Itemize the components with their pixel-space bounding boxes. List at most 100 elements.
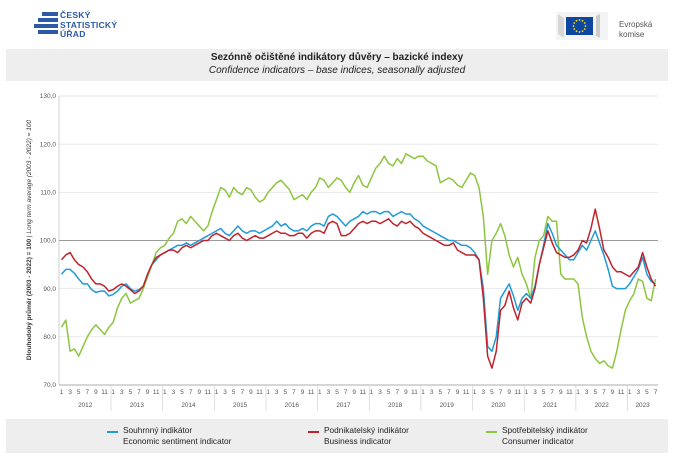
y-axis-title: Dlouhodobý průměr (2003 - 2022) = 100 | …	[25, 120, 33, 361]
x-tick-label: 9	[559, 389, 563, 396]
x-tick-label: 7	[654, 389, 658, 396]
x-tick-label: 9	[94, 389, 98, 396]
x-tick-label: 7	[344, 389, 348, 396]
czso-logo-icon	[34, 12, 58, 34]
x-tick-label: 5	[77, 389, 81, 396]
x-tick-label: 11	[514, 389, 521, 396]
x-tick-label: 3	[120, 389, 124, 396]
x-tick-label: 3	[533, 389, 537, 396]
x-tick-label: 9	[146, 389, 150, 396]
x-tick-label: 11	[256, 389, 263, 396]
legend-item-business: Podnikatelský indikátor Business indicat…	[324, 425, 409, 447]
x-tick-label: 7	[395, 389, 399, 396]
csu-logo-line-3: ÚŘAD	[60, 29, 86, 40]
x-tick-label: 3	[430, 389, 434, 396]
legend-swatch-consumer	[486, 431, 497, 433]
eu-flag-icon	[556, 12, 608, 40]
header: ČESKÝ STATISTICKÝ ÚŘAD Evropská komise	[0, 0, 674, 46]
eu-star-icon	[575, 19, 578, 22]
x-tick-label: 7	[602, 389, 606, 396]
legend-label-business-en: Business indicator	[324, 436, 392, 446]
legend-label-economic: Souhrnný indikátor	[123, 425, 193, 435]
x-tick-label: 9	[301, 389, 305, 396]
x-tick-label: 5	[490, 389, 494, 396]
legend-item-economic: Souhrnný indikátor Economic sentiment in…	[123, 425, 231, 447]
legend-label-business: Podnikatelský indikátor	[324, 425, 409, 435]
y-tick-label: 110,0	[40, 190, 56, 197]
x-tick-label: 7	[137, 389, 141, 396]
x-tick-label: 3	[172, 389, 176, 396]
eu-star-icon	[583, 28, 586, 30]
eu-star-icon	[581, 30, 584, 33]
legend-label-consumer-en: Consumer indicator	[502, 436, 574, 446]
eu-star-icon	[583, 22, 586, 24]
y-tick-label: 90,0	[43, 286, 56, 293]
line-chart: Dlouhodobý průměr (2003 - 2022) = 100 | …	[25, 93, 658, 411]
x-year-label: 2017	[336, 402, 351, 409]
x-year-label: 2021	[543, 402, 558, 409]
eu-text-line-2: komise	[619, 30, 645, 39]
y-tick-label: 130,0	[40, 93, 57, 100]
x-tick-label: 1	[473, 389, 477, 396]
x-tick-label: 3	[585, 389, 589, 396]
legend-swatch-business	[308, 431, 319, 433]
line-consumer-indicator	[60, 153, 657, 369]
x-tick-label: 9	[197, 389, 201, 396]
x-tick-label: 9	[352, 389, 356, 396]
x-tick-label: 11	[153, 389, 160, 396]
x-tick-label: 11	[205, 389, 212, 396]
x-tick-label: 11	[411, 389, 418, 396]
x-tick-label: 5	[129, 389, 133, 396]
x-tick-label: 3	[223, 389, 227, 396]
eu-star-icon	[578, 31, 581, 33]
x-tick-label: 1	[163, 389, 167, 396]
chart-subtitle: Confidence indicators – base indices, se…	[208, 65, 466, 76]
x-year-label: 2019	[440, 402, 455, 409]
x-tick-label: 11	[308, 389, 315, 396]
x-tick-label: 1	[525, 389, 529, 396]
x-tick-label: 11	[463, 389, 470, 396]
x-tick-label: 1	[111, 389, 115, 396]
y-axis-title-en: Long term average (2003 - 2022) = 100	[26, 120, 33, 234]
x-tick-label: 9	[404, 389, 408, 396]
x-tick-label: 7	[550, 389, 554, 396]
chart-title: Sezónně očištěné indikátory důvěry – baz…	[210, 52, 464, 63]
x-year-label: 2015	[233, 402, 248, 409]
csu-logo-line-1: ČESKÝ	[60, 10, 91, 20]
legend-label-consumer: Spotřebitelský indikátor	[502, 425, 588, 435]
x-year-label: 2018	[388, 402, 403, 409]
legend-label-economic-en: Economic sentiment indicator	[123, 436, 232, 446]
x-year-label: 2022	[595, 402, 610, 409]
x-year-label: 2020	[491, 402, 506, 409]
x-year-label: 2016	[285, 402, 300, 409]
x-tick-label: 11	[618, 389, 625, 396]
legend-item-consumer: Spotřebitelský indikátor Consumer indica…	[502, 425, 588, 447]
x-tick-label: 9	[456, 389, 460, 396]
chart-title-band: Sezónně očištěné indikátory důvěry – baz…	[6, 49, 668, 81]
x-tick-label: 11	[566, 389, 573, 396]
legend: Souhrnný indikátor Economic sentiment in…	[6, 419, 668, 453]
y-tick-label: 70,0	[43, 382, 56, 389]
x-tick-label: 5	[232, 389, 236, 396]
x-tick-label: 9	[507, 389, 511, 396]
y-tick-label: 80,0	[43, 334, 56, 341]
y-tick-label: 120,0	[40, 141, 57, 148]
x-tick-label: 7	[189, 389, 193, 396]
eu-star-icon	[572, 25, 575, 27]
x-tick-label: 5	[180, 389, 184, 396]
x-tick-label: 11	[359, 389, 366, 396]
x-year-label: 2014	[181, 402, 196, 409]
x-tick-label: 5	[542, 389, 546, 396]
y-axis-title-sep: |	[26, 234, 33, 238]
eu-star-icon	[573, 28, 576, 30]
csu-logo-text: ČESKÝ STATISTICKÝ ÚŘAD	[60, 10, 117, 40]
x-tick-label: 7	[86, 389, 90, 396]
x-tick-label: 3	[637, 389, 641, 396]
eu-star-icon	[575, 30, 578, 33]
x-tick-label: 3	[275, 389, 279, 396]
y-axis-title-cs: Dlouhodobý průměr (2003 - 2022) = 100	[25, 239, 33, 361]
x-tick-label: 5	[387, 389, 391, 396]
x-tick-label: 5	[284, 389, 288, 396]
eu-star-icon	[578, 19, 581, 21]
x-tick-label: 7	[499, 389, 503, 396]
